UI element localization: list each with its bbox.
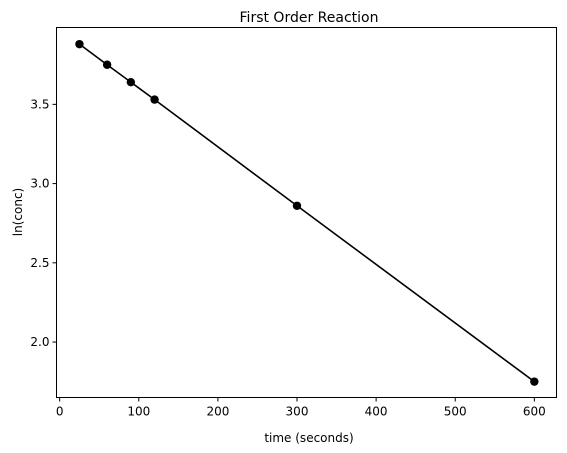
x-tick-label: 100: [127, 405, 150, 419]
x-axis-label: time (seconds): [264, 431, 353, 445]
plot-area: [75, 40, 538, 386]
x-tick-label: 300: [286, 405, 309, 419]
data-point: [103, 61, 111, 69]
x-tick-label: 200: [206, 405, 229, 419]
y-axis: 2.0 2.5 3.0 3.5: [30, 97, 56, 349]
x-tick-label: 0: [56, 405, 64, 419]
y-tick-label: 2.0: [30, 335, 49, 349]
y-tick-label: 2.5: [30, 256, 49, 270]
data-point: [127, 78, 135, 86]
data-point: [293, 202, 301, 210]
series-line: [79, 44, 534, 382]
y-axis-label: ln(conc): [11, 188, 25, 236]
data-point: [150, 95, 158, 103]
data-point: [530, 377, 538, 385]
x-tick-label: 500: [444, 405, 467, 419]
x-tick-label: 400: [365, 405, 388, 419]
x-tick-label: 600: [523, 405, 546, 419]
x-axis: 0 100 200 300 400 500 600: [56, 398, 546, 419]
y-tick-label: 3.5: [30, 97, 49, 111]
y-tick-label: 3.0: [30, 177, 49, 191]
chart-title: First Order Reaction: [240, 10, 379, 26]
data-point: [75, 40, 83, 48]
